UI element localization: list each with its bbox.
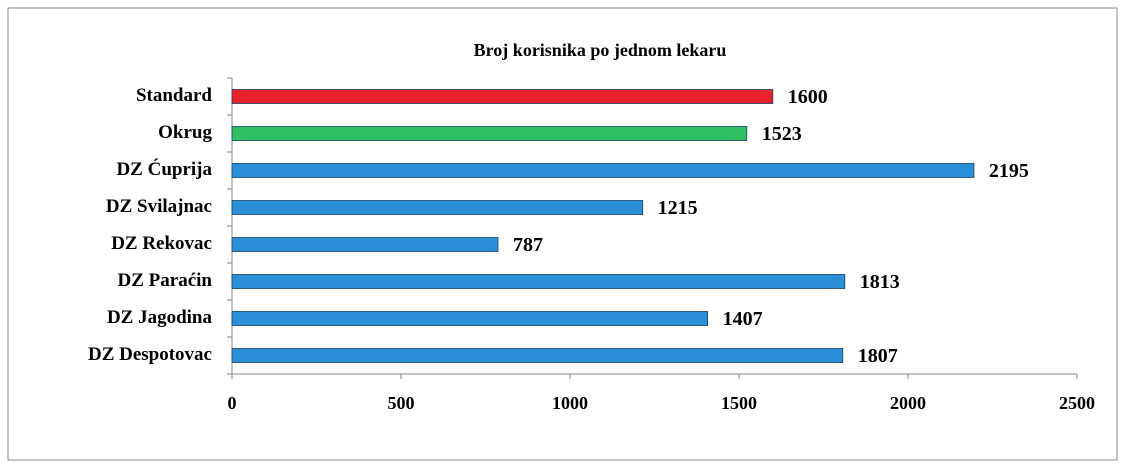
value-label: 2195: [989, 160, 1029, 182]
bar: [231, 311, 708, 326]
x-tick-label: 0: [228, 393, 237, 413]
y-tick-label: DZ Paraćin: [118, 270, 213, 291]
y-tick-label: DZ Svilajnac: [106, 196, 212, 217]
y-tick-label: Standard: [136, 85, 212, 106]
bar: [231, 126, 748, 141]
value-label: 1215: [658, 197, 698, 219]
bar: [231, 200, 644, 215]
bar: [231, 274, 846, 289]
value-label: 1523: [762, 123, 802, 145]
value-label: 1600: [788, 86, 828, 108]
y-tick-label: DZ Jagodina: [107, 307, 213, 328]
bar: [231, 348, 844, 363]
x-tick-label: 2000: [890, 393, 926, 413]
y-tick-label: DZ Ćuprija: [116, 158, 212, 180]
value-label: 1813: [860, 271, 900, 293]
y-tick-label: DZ Despotovac: [88, 344, 212, 365]
value-label: 787: [513, 234, 543, 256]
x-tick-label: 1000: [552, 393, 588, 413]
x-tick-label: 2500: [1059, 393, 1095, 413]
chart-title: Broj korisnika po jednom lekaru: [474, 40, 727, 60]
x-tick-label: 500: [388, 393, 415, 413]
bar: [231, 163, 975, 178]
y-tick-label: DZ Rekovac: [111, 233, 212, 254]
bar: [231, 237, 499, 252]
value-label: 1807: [858, 345, 898, 367]
bar: [231, 89, 774, 104]
x-tick-label: 1500: [721, 393, 757, 413]
value-label: 1407: [723, 308, 763, 330]
chart-border: [7, 7, 1118, 461]
y-tick-label: Okrug: [158, 122, 212, 143]
